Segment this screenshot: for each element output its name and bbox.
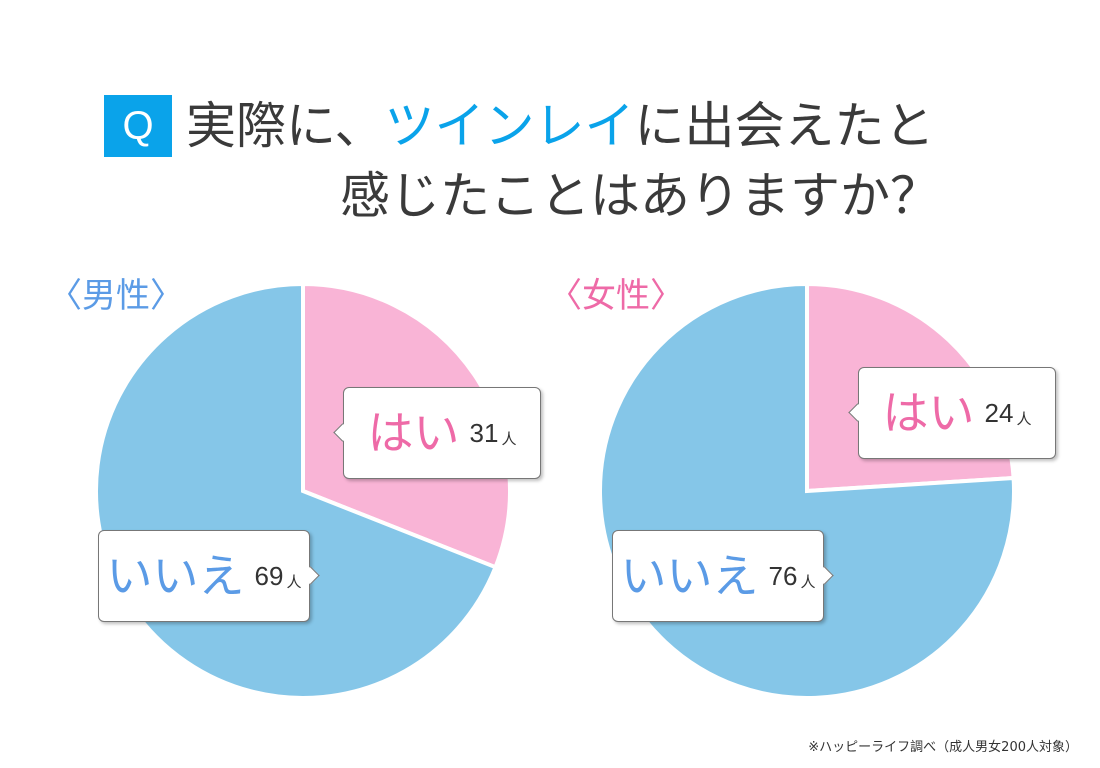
chart-title-female: 〈女性〉 xyxy=(548,276,684,316)
count-unit: 人 xyxy=(286,572,302,591)
data-label-male-yes: はい 31 人 xyxy=(333,387,541,479)
count-unit: 人 xyxy=(800,572,816,591)
pie-chart-female xyxy=(598,281,1016,700)
source-note: ※ハッピーライフ調べ（成人男女200人対象） xyxy=(808,740,1078,755)
question-title-prefix: 実際に、 xyxy=(186,97,385,155)
chart-title-male: 〈男性〉 xyxy=(48,276,184,316)
question-title-line2: 感じたことはありますか？ xyxy=(340,167,940,225)
count-value: 69 xyxy=(254,560,284,591)
question-badge: Q xyxy=(104,95,172,157)
pie-chart-male xyxy=(94,281,512,700)
count-value: 76 xyxy=(768,560,798,591)
data-label-female-yes: はい 24 人 xyxy=(848,367,1056,459)
answer-label-yes: はい xyxy=(367,406,460,460)
data-label-male-no: いいえ 69 人 xyxy=(98,530,320,622)
question-title-suffix: に出会えたと xyxy=(634,97,935,155)
count-unit: 人 xyxy=(501,429,517,448)
count-value: 24 xyxy=(984,397,1014,428)
count-value: 31 xyxy=(469,417,499,448)
answer-label-yes: はい xyxy=(882,386,975,440)
answer-label-no: いいえ xyxy=(620,549,759,603)
question-title-highlight: ツインレイ xyxy=(384,97,635,155)
count-unit: 人 xyxy=(1016,409,1032,428)
question-title-line1: 実際に、ツインレイに出会えたと xyxy=(186,96,935,156)
answer-label-no: いいえ xyxy=(106,549,245,603)
data-label-female-no: いいえ 76 人 xyxy=(612,530,834,622)
